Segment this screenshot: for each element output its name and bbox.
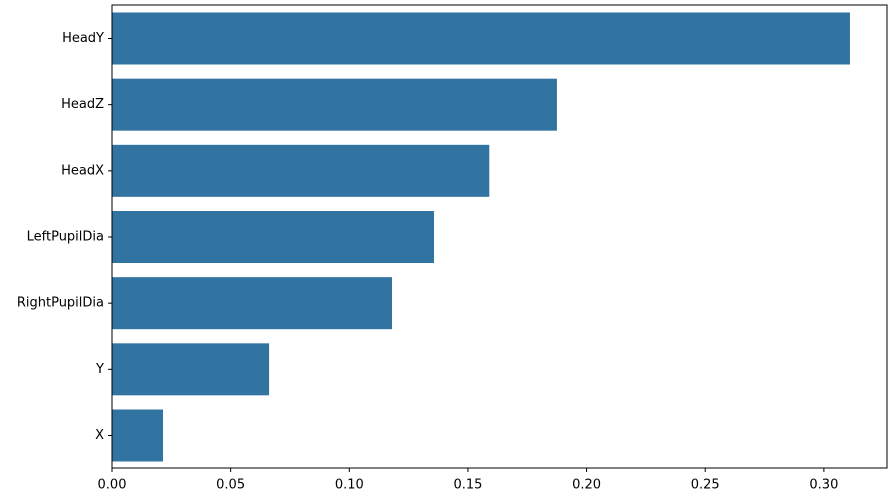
bar: [112, 409, 164, 462]
bar: [112, 343, 270, 396]
x-tick-label: 0.00: [98, 478, 127, 493]
y-tick-label: LeftPupilDia: [27, 230, 104, 245]
y-tick-label: HeadY: [62, 31, 104, 46]
x-tick-label: 0.30: [809, 478, 838, 493]
plot-frame: [111, 4, 888, 469]
x-tick-label: 0.20: [572, 478, 601, 493]
y-tick-label: X: [95, 428, 104, 443]
x-tick-label: 0.25: [691, 478, 720, 493]
bar: [112, 277, 393, 330]
bar: [112, 144, 490, 197]
bar: [112, 211, 435, 263]
y-tick-label: Y: [95, 362, 104, 377]
y-tick-label: RightPupilDia: [17, 296, 104, 311]
x-tick-label: 0.10: [335, 478, 364, 493]
x-tick-label: 0.05: [216, 478, 245, 493]
y-tick-label: HeadZ: [61, 97, 104, 112]
bar: [112, 12, 850, 65]
bar: [112, 78, 557, 131]
y-tick-label: HeadX: [61, 163, 104, 178]
x-tick-label: 0.15: [453, 478, 482, 493]
